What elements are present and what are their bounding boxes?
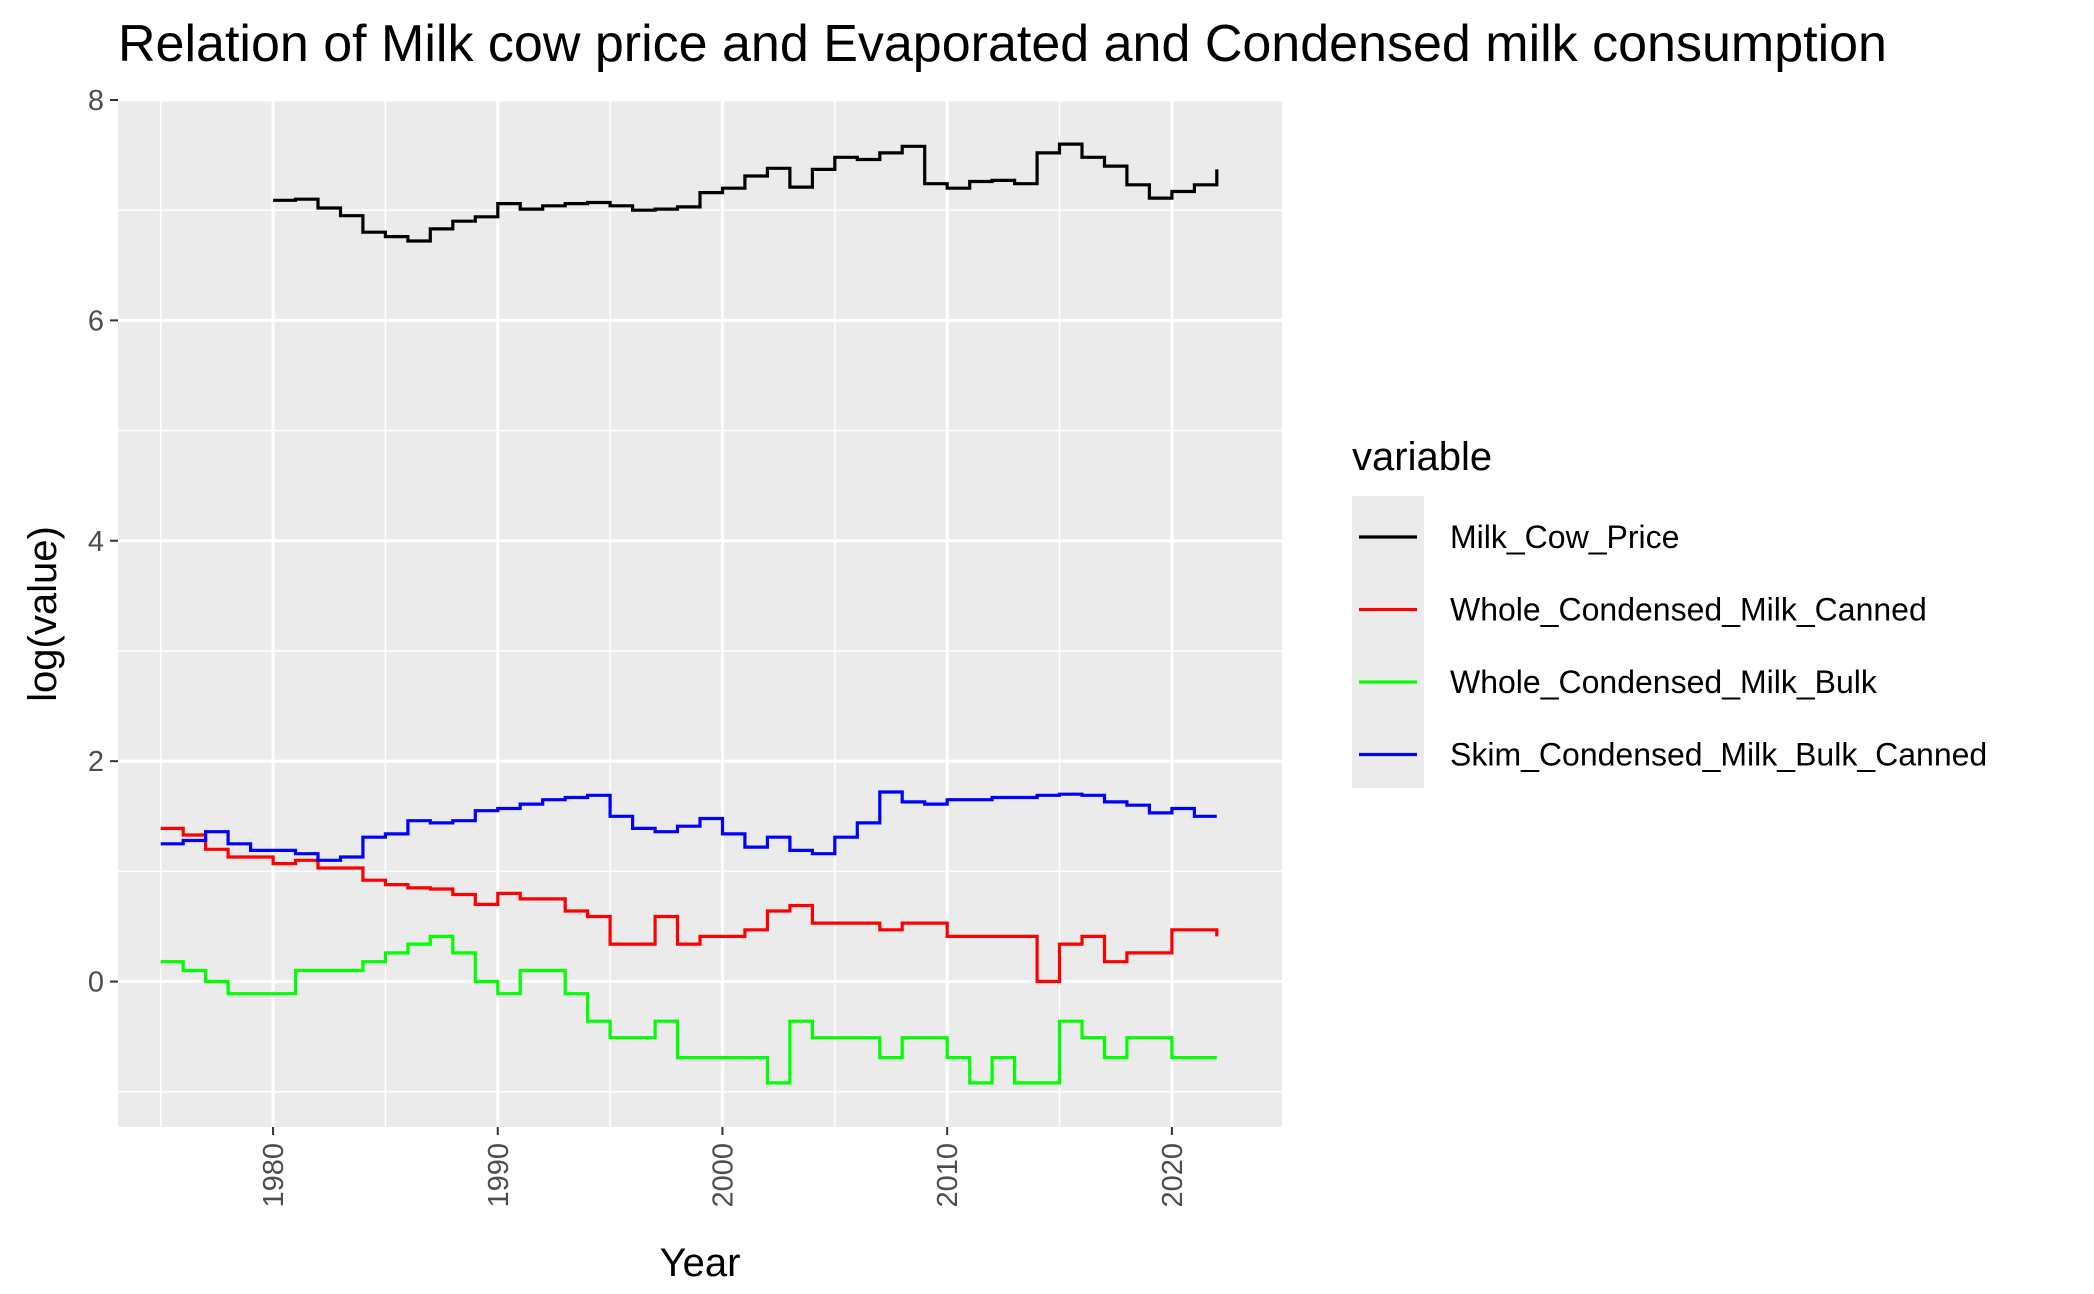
y-tick-label: 4 [88,526,104,558]
minor-gridlines [118,100,1282,1127]
legend-label: Whole_Condensed_Milk_Canned [1450,592,1927,628]
x-tick-label: 2010 [932,1143,964,1208]
y-tick-label: 8 [88,85,104,117]
series-line [160,826,1219,984]
legend-label: Milk_Cow_Price [1450,519,1679,555]
legend-label: Whole_Condensed_Milk_Bulk [1450,664,1878,700]
y-tick-label: 0 [88,967,104,999]
x-axis-title: Year [660,1241,741,1285]
x-tick-label: 1990 [483,1143,515,1208]
legend-item: Skim_Condensed_Milk_Bulk_Canned [1359,737,1987,773]
legend-title: variable [1352,435,1492,479]
x-tick-label: 2020 [1157,1143,1189,1208]
plot-panel [118,100,1282,1127]
legend-item: Milk_Cow_Price [1359,519,1679,555]
y-axis-title: log(value) [21,526,65,702]
chart-title: Relation of Milk cow price and Evaporate… [118,15,1887,73]
series-line [160,934,1217,1085]
series-line [160,790,1217,862]
series-Whole_Condensed_Milk_Bulk [160,934,1217,1085]
legend: variable Milk_Cow_Price Whole_Condensed_M… [1352,435,1987,788]
legend-item: Whole_Condensed_Milk_Bulk [1359,664,1878,700]
x-tick-label: 2000 [707,1143,739,1208]
y-axis: 0 2 4 6 8 [88,85,118,999]
legend-items: Milk_Cow_Price Whole_Condensed_Milk_Canne… [1359,519,1987,773]
major-gridlines [118,98,1282,1127]
x-tick-label: 1980 [258,1143,290,1208]
legend-label: Skim_Condensed_Milk_Bulk_Canned [1450,737,1987,773]
legend-item: Whole_Condensed_Milk_Canned [1359,592,1927,628]
series-Milk_Cow_Price [273,142,1219,243]
series-Whole_Condensed_Milk_Canned [160,826,1219,984]
series-Skim_Condensed_Milk_Bulk_Canned [160,790,1217,862]
x-axis: 1980 1990 2000 2010 2020 [258,1127,1189,1208]
series-line [273,142,1219,243]
y-tick-label: 6 [88,305,104,337]
y-tick-label: 2 [88,746,104,778]
series-layer [160,142,1219,1085]
legend-key-background [1352,496,1424,788]
